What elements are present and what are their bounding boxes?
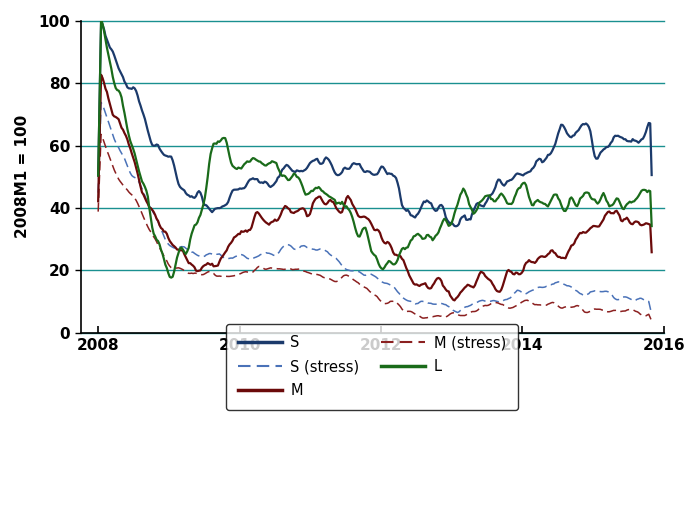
- Legend: S, S (stress), M, M (stress), L: S, S (stress), M, M (stress), L: [226, 324, 518, 410]
- Y-axis label: 2008M1 = 100: 2008M1 = 100: [15, 115, 30, 239]
